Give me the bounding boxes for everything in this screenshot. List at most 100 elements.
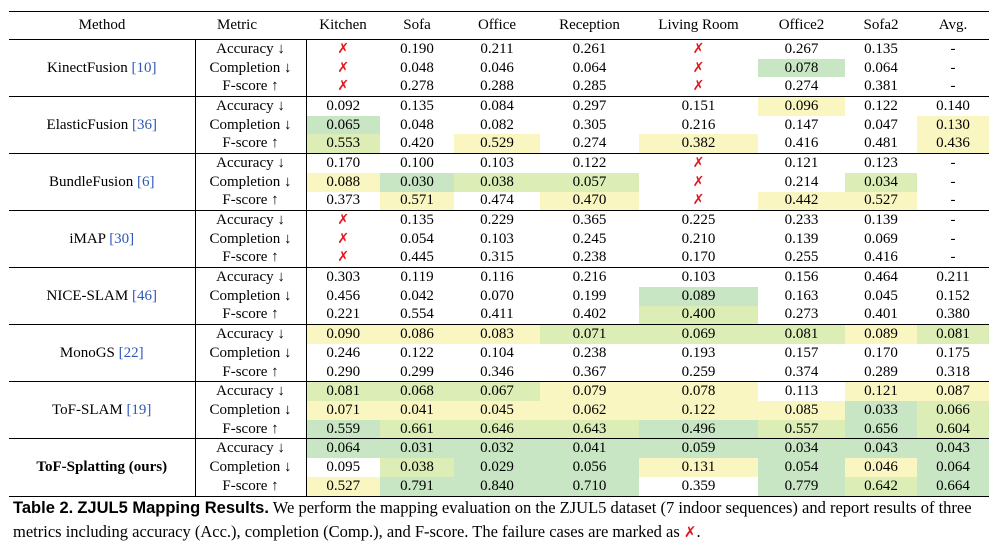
method-name: ElasticFusion [36] [9,96,196,154]
value-cell: 0.246 [326,344,361,361]
value-cell: 0.373 [326,192,361,209]
value-cell: 0.382 [639,134,758,154]
table-row: BundleFusion [6] Accuracy ↓ 0.170 0.100 0.10… [9,153,989,211]
column-header-office2: Office2 [758,11,845,40]
value-cell: 0.069 [639,324,758,344]
column-header-kitchen: Kitchen [306,11,380,40]
metric-label: F-score ↑ [195,362,307,382]
metric-label: Accuracy ↓ [195,267,307,287]
metric-label: Completion ↓ [195,401,307,420]
value-cell: 0.041 [380,401,454,420]
value-cell: 0.401 [864,306,898,323]
value-cell: 0.527 [845,191,917,211]
value-cell: 0.359 [639,476,758,497]
value-cell: 0.367 [572,363,607,380]
value-cell: 0.066 [917,401,989,420]
value-cell: 0.553 [306,134,380,154]
table-row: MonoGS [22] Accuracy ↓ 0.090 0.086 0.083 0.07… [9,324,989,382]
value-cell: 0.064 [306,438,380,459]
table-header-row: Method Metric Kitchen Sofa Office Reception Li… [9,11,989,40]
value-cell: - [950,40,956,57]
value-cell: 0.064 [864,59,898,76]
method-name: MonoGS [22] [9,324,196,382]
table-row: Completion ↓ ✗ 0.048 0.046 0.064 ✗ 0.078 0.064 - [9,58,989,78]
value-cell: 0.071 [540,324,639,344]
value-cell: 0.054 [400,230,434,247]
value-cell: 0.139 [845,210,917,230]
value-cell: 0.170 [864,344,898,361]
value-cell: 0.646 [454,419,540,439]
value-cell: 0.474 [480,192,514,209]
value-cell: 0.048 [400,59,434,76]
value-cell: 0.085 [758,401,845,420]
value-cell: 0.274 [572,135,607,152]
value-cell: 0.288 [480,78,514,95]
value-cell: 0.216 [681,116,716,133]
value-cell: 0.100 [380,153,454,173]
metric-label: F-score ↑ [195,77,307,97]
value-cell: 0.290 [326,363,361,380]
value-cell: 0.092 [306,96,380,116]
fail-mark-icon: ✗ [337,40,350,57]
citation-link[interactable]: [19] [126,401,152,418]
value-cell: 0.315 [480,249,514,266]
table-row: Completion ↓ 0.095 0.038 0.029 0.056 0.131 0.0… [9,458,989,477]
value-cell: 0.122 [540,153,639,173]
metric-label: Completion ↓ [195,286,307,306]
value-cell: 0.278 [400,78,434,95]
value-cell: 0.067 [454,381,540,402]
value-cell: 0.346 [480,363,514,380]
value-cell: 0.411 [480,306,514,323]
value-cell: 0.481 [864,135,898,152]
value-cell: 0.297 [540,96,639,116]
value-cell: 0.081 [306,381,380,402]
value-cell: 0.175 [936,344,970,361]
value-cell: 0.210 [681,230,716,247]
citation-link[interactable]: [46] [131,287,157,304]
column-header-living-room: Living Room [639,11,758,40]
citation-link[interactable]: [30] [109,230,135,247]
value-cell: 0.151 [639,96,758,116]
value-cell: 0.420 [400,135,434,152]
value-cell: 0.103 [480,230,514,247]
value-cell: 0.082 [480,116,514,133]
table-row: Completion ↓ 0.088 0.030 0.038 0.057 ✗ 0.214 0.… [9,172,989,192]
value-cell: 0.445 [400,249,434,266]
value-cell: 0.056 [540,458,639,477]
metric-label: F-score ↑ [195,191,307,211]
metric-label: Accuracy ↓ [195,96,307,116]
value-cell: 0.046 [480,59,514,76]
value-cell: 0.156 [758,267,845,287]
fail-mark-icon: ✗ [692,59,705,76]
value-cell: 0.029 [454,458,540,477]
value-cell: 0.135 [380,96,454,116]
method-name: KinectFusion [10] [9,39,196,97]
citation-link[interactable]: [6] [136,173,155,190]
citation-link[interactable]: [22] [118,344,144,361]
value-cell: - [950,173,956,190]
value-cell: 0.090 [306,324,380,344]
fail-mark-icon: ✗ [692,40,705,57]
table-row: Completion ↓ 0.456 0.042 0.070 0.199 0.089 0.1… [9,286,989,306]
value-cell: 0.064 [917,458,989,477]
value-cell: 0.238 [572,344,607,361]
citation-link[interactable]: [10] [131,59,157,76]
table-row: F-score ↑ 0.559 0.661 0.646 0.643 0.496 0.557 0… [9,419,989,439]
metric-label: Completion ↓ [195,58,307,78]
table-row: F-score ↑ 0.221 0.554 0.411 0.402 0.400 0.273 0… [9,305,989,325]
metric-label: F-score ↑ [195,419,307,439]
value-cell: 0.305 [572,116,607,133]
metric-label: Completion ↓ [195,115,307,135]
value-cell: 0.038 [454,172,540,192]
fail-mark-icon: ✗ [692,192,705,209]
value-cell: - [917,210,989,230]
fail-mark-icon: ✗ [639,153,758,173]
value-cell: 0.084 [454,96,540,116]
citation-link[interactable]: [36] [131,116,157,133]
value-cell: 0.122 [400,344,434,361]
metric-label: Completion ↓ [195,229,307,249]
value-cell: - [950,230,956,247]
value-cell: 0.089 [639,286,758,306]
value-cell: 0.710 [540,476,639,497]
value-cell: 0.380 [936,306,970,323]
